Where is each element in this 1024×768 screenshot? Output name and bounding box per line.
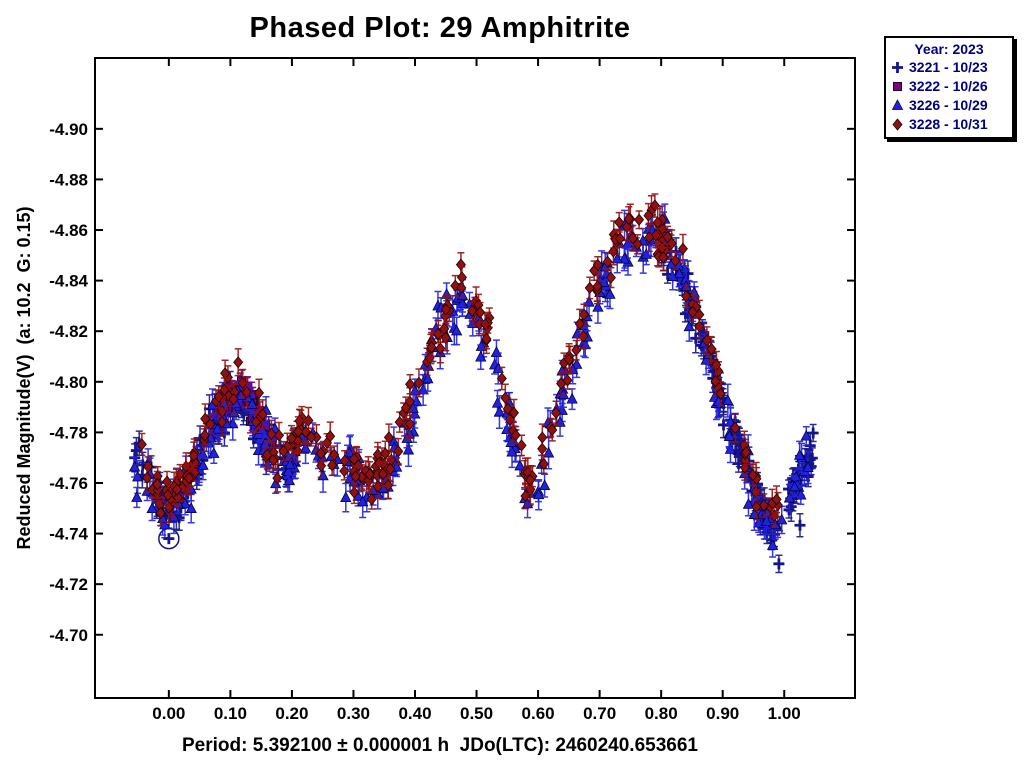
x-tick-label: 0.10 bbox=[214, 704, 247, 723]
y-tick-label: -4.78 bbox=[49, 423, 88, 442]
legend-entry: 3226 - 10/29 bbox=[890, 96, 1008, 115]
legend-entry: 3221 - 10/23 bbox=[890, 58, 1008, 77]
legend-entry-label: 3228 - 10/31 bbox=[909, 116, 988, 132]
diamond-icon bbox=[892, 118, 903, 131]
legend: Year: 2023 3221 - 10/23 3222 - 10/26 3226 … bbox=[884, 36, 1014, 139]
legend-entry-label: 3222 - 10/26 bbox=[909, 78, 988, 94]
x-tick-label: 0.60 bbox=[522, 704, 555, 723]
plus-icon bbox=[892, 62, 903, 73]
x-tick-label: 0.40 bbox=[398, 704, 431, 723]
y-axis-title: Reduced Magnitude(V) (a: 10.2 G: 0.15) bbox=[14, 206, 34, 549]
y-tick-label: -4.90 bbox=[49, 120, 88, 139]
y-tick-label: -4.72 bbox=[49, 575, 88, 594]
y-tick-label: -4.70 bbox=[49, 626, 88, 645]
chart-title: Phased Plot: 29 Amphitrite bbox=[249, 12, 631, 44]
y-tick-label: -4.76 bbox=[49, 474, 88, 493]
legend-entry: 3222 - 10/26 bbox=[890, 77, 1008, 96]
y-tick-label: -4.80 bbox=[49, 373, 88, 392]
series-3228-points bbox=[136, 193, 783, 527]
y-tick-label: -4.88 bbox=[49, 170, 88, 189]
x-tick-label: 0.20 bbox=[275, 704, 308, 723]
x-tick-label: 0.30 bbox=[337, 704, 370, 723]
legend-rows: 3221 - 10/23 3222 - 10/26 3226 - 10/29 3228… bbox=[890, 58, 1008, 134]
zero-phase-marker bbox=[158, 527, 180, 550]
square-icon bbox=[893, 82, 902, 91]
legend-entry-label: 3221 - 10/23 bbox=[909, 59, 988, 75]
x-tick-label: 0.90 bbox=[706, 704, 739, 723]
period-caption: Period: 5.392100 ± 0.000001 h JDo(LTC): … bbox=[182, 735, 698, 756]
legend-entry: 3228 - 10/31 bbox=[890, 115, 1008, 134]
y-tick-label: -4.84 bbox=[49, 272, 88, 291]
x-tick-label: 0.80 bbox=[645, 704, 678, 723]
y-tick-label: -4.74 bbox=[49, 525, 88, 544]
triangle-icon bbox=[891, 99, 904, 110]
y-tick-label: -4.82 bbox=[49, 322, 88, 341]
x-tick-label: 0.70 bbox=[583, 704, 616, 723]
x-tick-label: 1.00 bbox=[768, 704, 801, 723]
legend-header: Year: 2023 bbox=[914, 41, 984, 57]
legend-entry-label: 3226 - 10/29 bbox=[909, 97, 988, 113]
axes-frame bbox=[94, 57, 856, 699]
axis-ticks: 0.00 0.10 0.20 0.30 0.40 0.50 0.60 0.70 0.80 0.90… bbox=[49, 58, 855, 723]
x-tick-label: 0.50 bbox=[460, 704, 493, 723]
x-tick-label: 0.00 bbox=[152, 704, 185, 723]
y-tick-label: -4.86 bbox=[49, 221, 88, 240]
